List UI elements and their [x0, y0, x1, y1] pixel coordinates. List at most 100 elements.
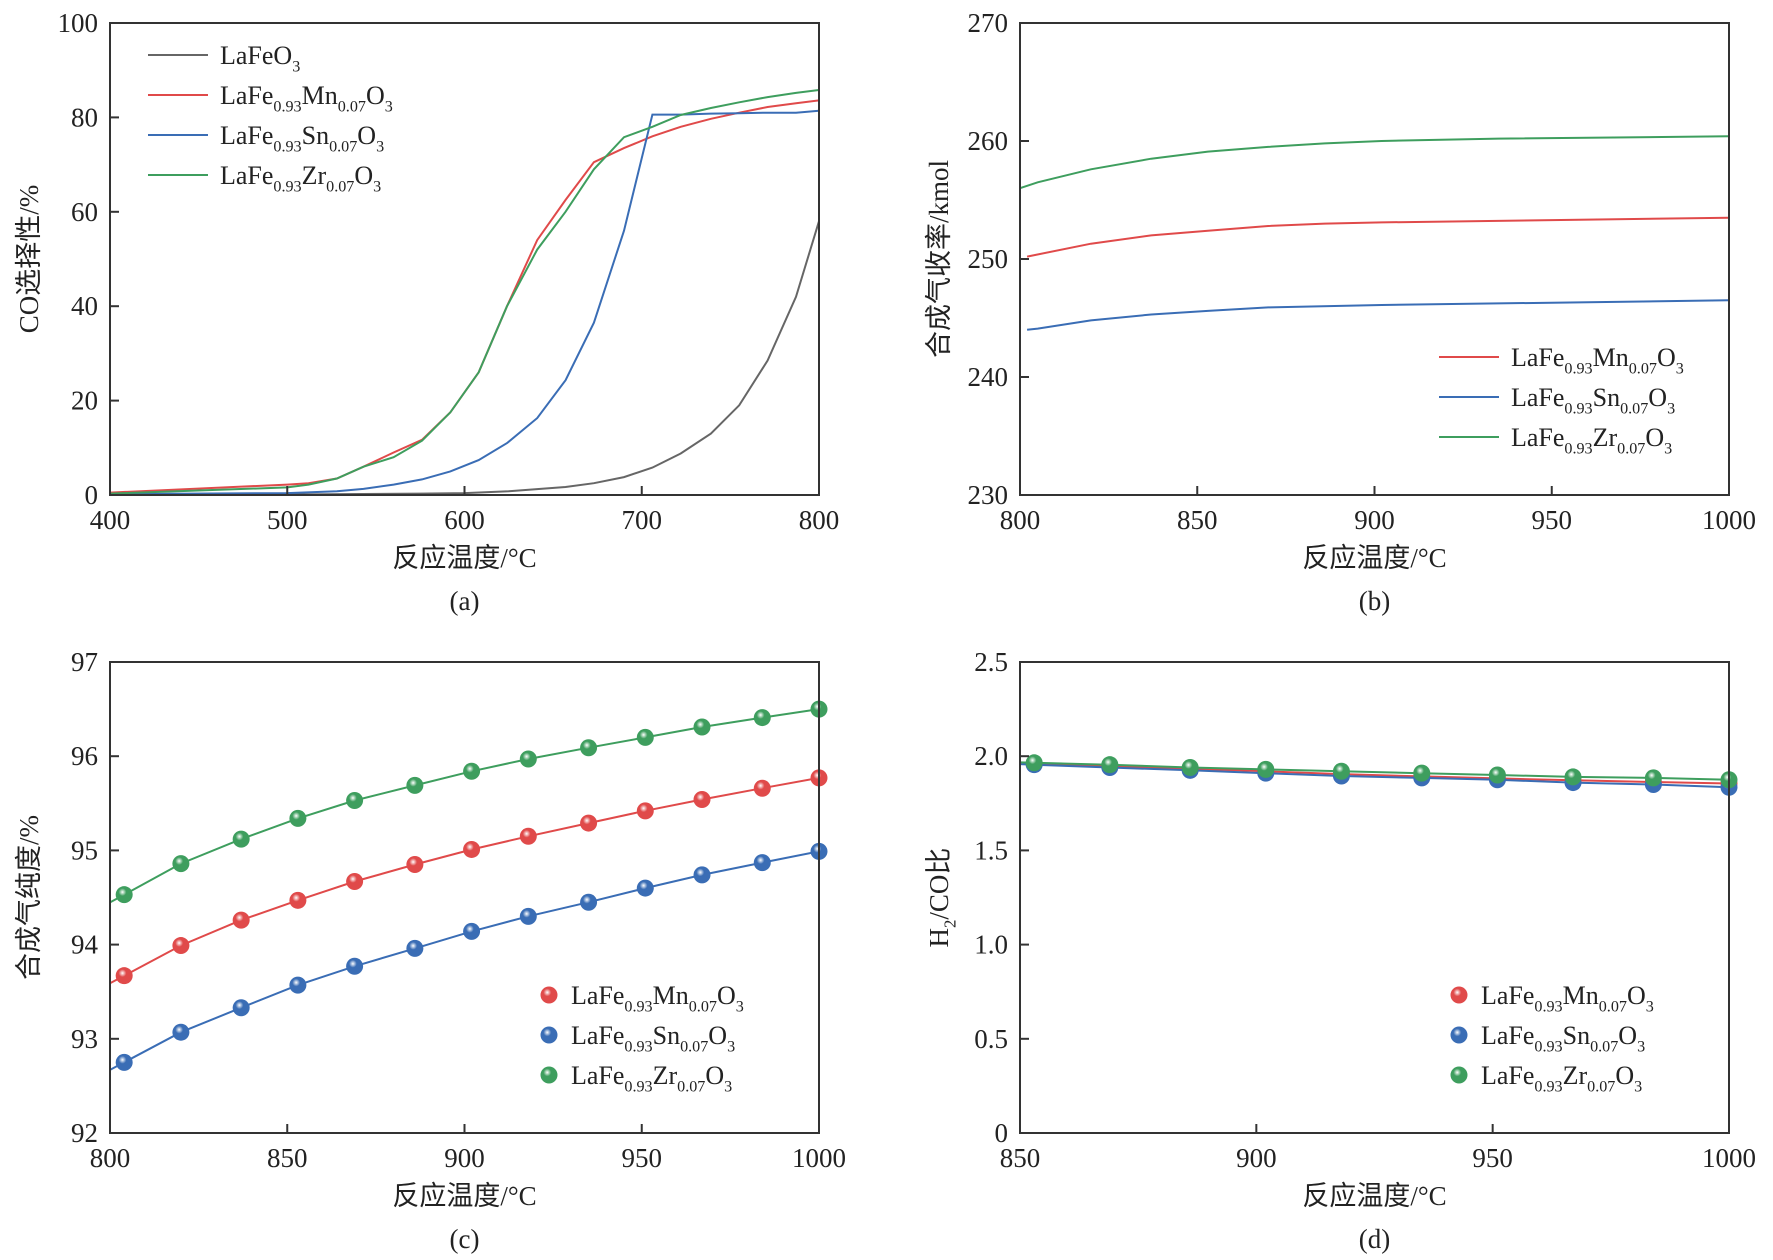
text-run: Mn — [1563, 981, 1599, 1010]
subscript: 0.93 — [1564, 440, 1592, 457]
text-run: Sn — [1563, 1021, 1590, 1050]
text-run: CO选择性/% — [14, 185, 44, 334]
text-run: Zr — [302, 161, 327, 190]
subscript: 0.93 — [273, 138, 301, 155]
plot-frame — [1019, 661, 1730, 1134]
legend: LaFe0.93​Mn0.07​O3​LaFe0.93​Sn0.07​O3​La… — [1439, 343, 1684, 457]
data-point — [1488, 766, 1506, 784]
y-tick-label: 270 — [968, 8, 1009, 38]
data-point — [753, 709, 771, 727]
x-tick-label: 800 — [1000, 505, 1041, 535]
series-line-1 — [110, 850, 819, 1071]
y-axis-label: CO选择性/% — [14, 185, 44, 334]
text-run: O — [1648, 383, 1667, 412]
text-run: /CO比 — [924, 848, 954, 920]
series-line-0 — [1020, 762, 1729, 785]
x-tick-label: 800 — [90, 1143, 131, 1173]
subscript: 3 — [385, 98, 393, 115]
x-tick-label: 950 — [1532, 505, 1573, 535]
data-point — [753, 854, 771, 872]
text-run: LaFe — [1481, 1061, 1534, 1090]
data-point — [693, 791, 711, 809]
data-point — [693, 718, 711, 736]
legend-label: LaFeO3​ — [220, 41, 300, 75]
text-run: O — [705, 1061, 724, 1090]
data-point — [463, 922, 481, 940]
text-run: LaFe — [1481, 1021, 1534, 1050]
y-tick-label: 94 — [71, 930, 99, 960]
data-point — [232, 911, 250, 929]
data-point — [289, 809, 307, 827]
series-line-2 — [110, 708, 819, 904]
subscript: 3 — [373, 178, 381, 195]
x-tick-label: 800 — [799, 505, 840, 535]
chart-c: 800 850 900 950 1000 92 93 94 95 96 97 反应温度/°C 合成气纯度… — [14, 647, 846, 1254]
text-run: Sn — [1593, 383, 1620, 412]
legend-label: LaFe0.93​Zr0.07​O3​ — [1481, 1061, 1642, 1095]
plot-frame — [109, 22, 820, 496]
text-run: Mn — [302, 81, 338, 110]
y-tick-label: 93 — [71, 1024, 98, 1054]
subscript: 0.93 — [1564, 360, 1592, 377]
data-point — [289, 891, 307, 909]
data-point — [636, 728, 654, 746]
x-tick-label: 1000 — [792, 1143, 846, 1173]
chart-a: 400 500 600 700 800 0 20 40 60 80 100 反应温度/°C CO选择性/… — [14, 8, 839, 616]
series-line-3 — [110, 89, 819, 495]
data-point — [115, 1053, 133, 1071]
x-tick-label: 850 — [1000, 1143, 1041, 1173]
legend-label: LaFe0.93​Zr0.07​O3​ — [571, 1061, 732, 1095]
subscript: 3 — [724, 1078, 732, 1095]
y-tick-label: 96 — [71, 741, 98, 771]
text-run: LaFe — [571, 1021, 624, 1050]
y-tick-label: 0.5 — [974, 1024, 1008, 1054]
subscript: 0.07 — [1617, 440, 1645, 457]
legend-label: LaFe0.93​Mn0.07​O3​ — [220, 81, 393, 115]
data-point — [636, 802, 654, 820]
subscript: 0.93 — [1534, 1078, 1562, 1095]
panel-caption: (d) — [1359, 1224, 1390, 1254]
y-tick-label: 260 — [968, 126, 1009, 156]
subscript: 0.93 — [1534, 1038, 1562, 1055]
text-run: O — [1627, 981, 1646, 1010]
legend-label: LaFe0.93​Zr0.07​O3​ — [1511, 423, 1672, 457]
y-axis-label: 合成气纯度/% — [14, 815, 44, 980]
series-line-0 — [1026, 216, 1729, 258]
data-point — [463, 840, 481, 858]
plot-frame — [1019, 22, 1730, 496]
data-point — [115, 886, 133, 904]
data-point — [580, 814, 598, 832]
data-point — [463, 762, 481, 780]
subscript: 3 — [292, 58, 300, 75]
y-tick-label: 0 — [85, 480, 99, 510]
data-point — [346, 791, 364, 809]
x-axis-label: 反应温度/°C — [1302, 1181, 1446, 1211]
x-axis-label: 反应温度/°C — [392, 543, 536, 573]
text-run: H — [924, 928, 954, 948]
data-point — [1101, 756, 1119, 774]
legend-label: LaFe0.93​Sn0.07​O3​ — [1511, 383, 1675, 417]
text-run: Zr — [653, 1061, 678, 1090]
text-run: LaFe — [1511, 423, 1564, 452]
subscript: 0.93 — [1534, 998, 1562, 1015]
text-run: LaFeO — [220, 41, 292, 70]
legend-marker — [1450, 986, 1468, 1004]
text-run: O — [354, 161, 373, 190]
subscript: 0.07 — [1599, 998, 1627, 1015]
text-run: Zr — [1563, 1061, 1588, 1090]
subscript: 0.93 — [624, 998, 652, 1015]
text-run: O — [357, 121, 376, 150]
subscript: 3 — [1664, 440, 1672, 457]
legend-marker — [1450, 1066, 1468, 1084]
legend: LaFe0.93​Mn0.07​O3​LaFe0.93​Sn0.07​O3​La… — [1450, 981, 1654, 1095]
y-tick-label: 0 — [995, 1118, 1009, 1148]
subscript: 0.07 — [1590, 1038, 1618, 1055]
subscript: 0.93 — [624, 1078, 652, 1095]
data-point — [232, 830, 250, 848]
chart-d: 850 900 950 1000 0 0.5 1.0 1.5 2.0 2.5 反应温度/°C H2​/… — [924, 647, 1756, 1254]
text-run: 合成气收率/kmol — [924, 160, 954, 358]
y-axis-label: H2​/CO比 — [924, 848, 960, 948]
text-run: Mn — [1593, 343, 1629, 372]
data-point — [1564, 768, 1582, 786]
text-run: Zr — [1593, 423, 1618, 452]
